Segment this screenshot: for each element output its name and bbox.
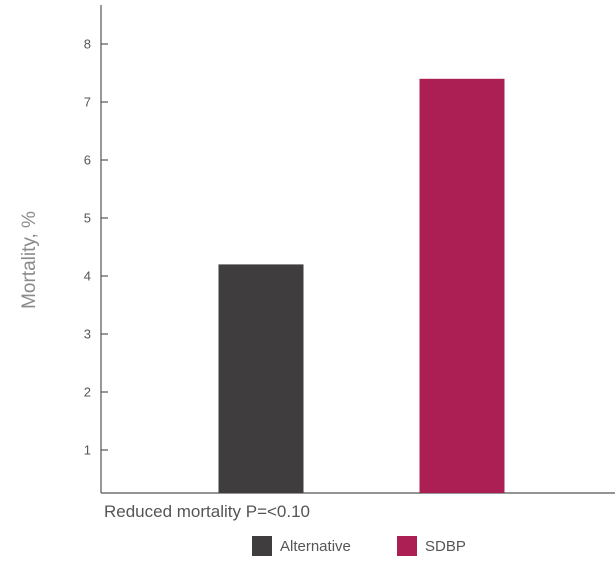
legend-swatch-alternative: [252, 536, 272, 556]
y-tick-label: 5: [84, 211, 91, 226]
bars: [218, 78, 505, 494]
y-tick-label: 7: [84, 95, 91, 110]
y-tick-label: 3: [84, 327, 91, 342]
y-tick-label: 8: [84, 37, 91, 52]
bar-sdbp: [419, 78, 505, 494]
y-tick-label: 2: [84, 385, 91, 400]
legend: Alternative SDBP: [252, 536, 466, 556]
bar-alternative: [218, 264, 304, 493]
legend-label-sdbp: SDBP: [425, 538, 466, 555]
x-axis-label: Reduced mortality P=<0.10: [104, 502, 310, 521]
legend-label-alternative: Alternative: [280, 538, 351, 555]
y-tick-label: 6: [84, 153, 91, 168]
y-tick-label: 1: [84, 443, 91, 458]
y-axis-label: Mortality, %: [19, 211, 40, 309]
y-tick-label: 4: [84, 269, 91, 284]
plot-area: 1 2 3 4 5 6 7 8: [84, 5, 615, 494]
legend-swatch-sdbp: [397, 536, 417, 556]
y-ticks: 1 2 3 4 5 6 7 8: [84, 37, 108, 458]
